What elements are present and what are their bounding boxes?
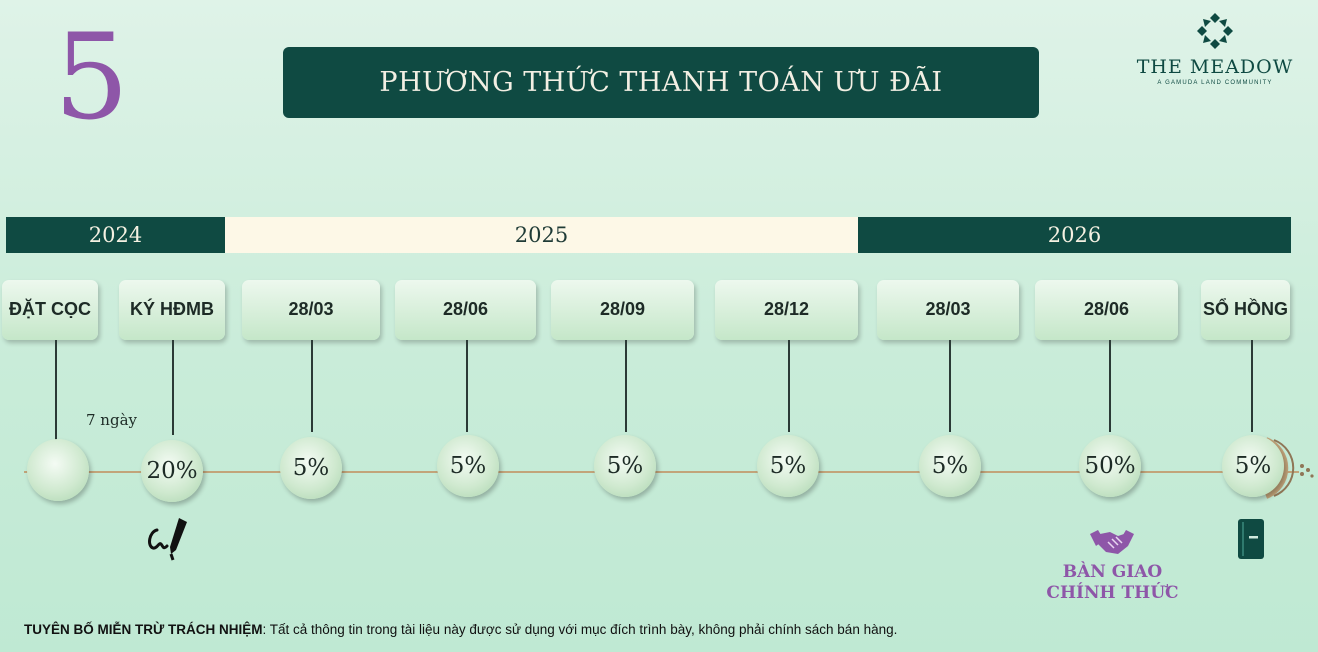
brand-logo: THE MEADOW A GAMUDA LAND COMMUNITY <box>1130 12 1300 86</box>
milestone-circle <box>27 439 89 501</box>
disclaimer-text: : Tất cả thông tin trong tài liệu này đư… <box>262 622 898 637</box>
section-number: 5 <box>54 8 130 146</box>
disclaimer-label: TUYÊN BỐ MIỄN TRỪ TRÁCH NHIỆM <box>24 622 263 637</box>
connector-line <box>949 340 951 432</box>
connector-line <box>625 340 627 432</box>
connector-line <box>466 340 468 432</box>
milestone-circle: 5% <box>280 437 342 499</box>
logo-tagline: A GAMUDA LAND COMMUNITY <box>1157 80 1273 86</box>
milestone-label: 28/06 <box>395 280 536 340</box>
milestone-circle: 5% <box>437 435 499 497</box>
connector-line <box>55 340 57 440</box>
connector-line <box>788 340 790 432</box>
milestone-circle: 5% <box>757 435 819 497</box>
timeline-axis <box>24 471 1299 473</box>
connector-line <box>172 340 174 435</box>
deposit-gap-label: 7 ngày <box>86 411 137 429</box>
milestone-label: 28/03 <box>242 280 380 340</box>
page-title: PHƯƠNG THỨC THANH TOÁN ƯU ĐÃI <box>283 47 1039 118</box>
year-band-2026: 2026 <box>858 217 1291 253</box>
year-band-2025: 2025 <box>225 217 858 253</box>
milestone-circle: 20% <box>141 440 203 502</box>
handover-label: BÀN GIAO CHÍNH THỨC <box>1046 562 1179 604</box>
milestone-circle: 5% <box>919 435 981 497</box>
signature-icon <box>148 518 187 561</box>
milestone-label: 28/03 <box>877 280 1019 340</box>
milestone-label: SỔ HỒNG <box>1201 280 1290 340</box>
year-band-2024: 2024 <box>6 217 225 253</box>
milestone-label: 28/06 <box>1035 280 1178 340</box>
connector-line <box>311 340 313 432</box>
milestone-label: 28/12 <box>715 280 858 340</box>
disclaimer: TUYÊN BỐ MIỄN TRỪ TRÁCH NHIỆM: Tất cả th… <box>24 622 897 637</box>
milestone-label: 28/09 <box>551 280 694 340</box>
milestone-circle: 5% <box>1222 435 1284 497</box>
connector-line <box>1251 340 1253 432</box>
milestone-circle: 5% <box>594 435 656 497</box>
logo-name: THE MEADOW <box>1136 56 1294 78</box>
milestone-circle: 50% <box>1079 435 1141 497</box>
handshake-icon <box>1090 530 1134 554</box>
meadow-x-icon <box>1197 13 1233 49</box>
milestone-label: ĐẶT CỌC <box>2 280 98 340</box>
connector-line <box>1109 340 1111 432</box>
book-icon <box>1238 519 1264 559</box>
milestone-label: KÝ HĐMB <box>119 280 225 340</box>
